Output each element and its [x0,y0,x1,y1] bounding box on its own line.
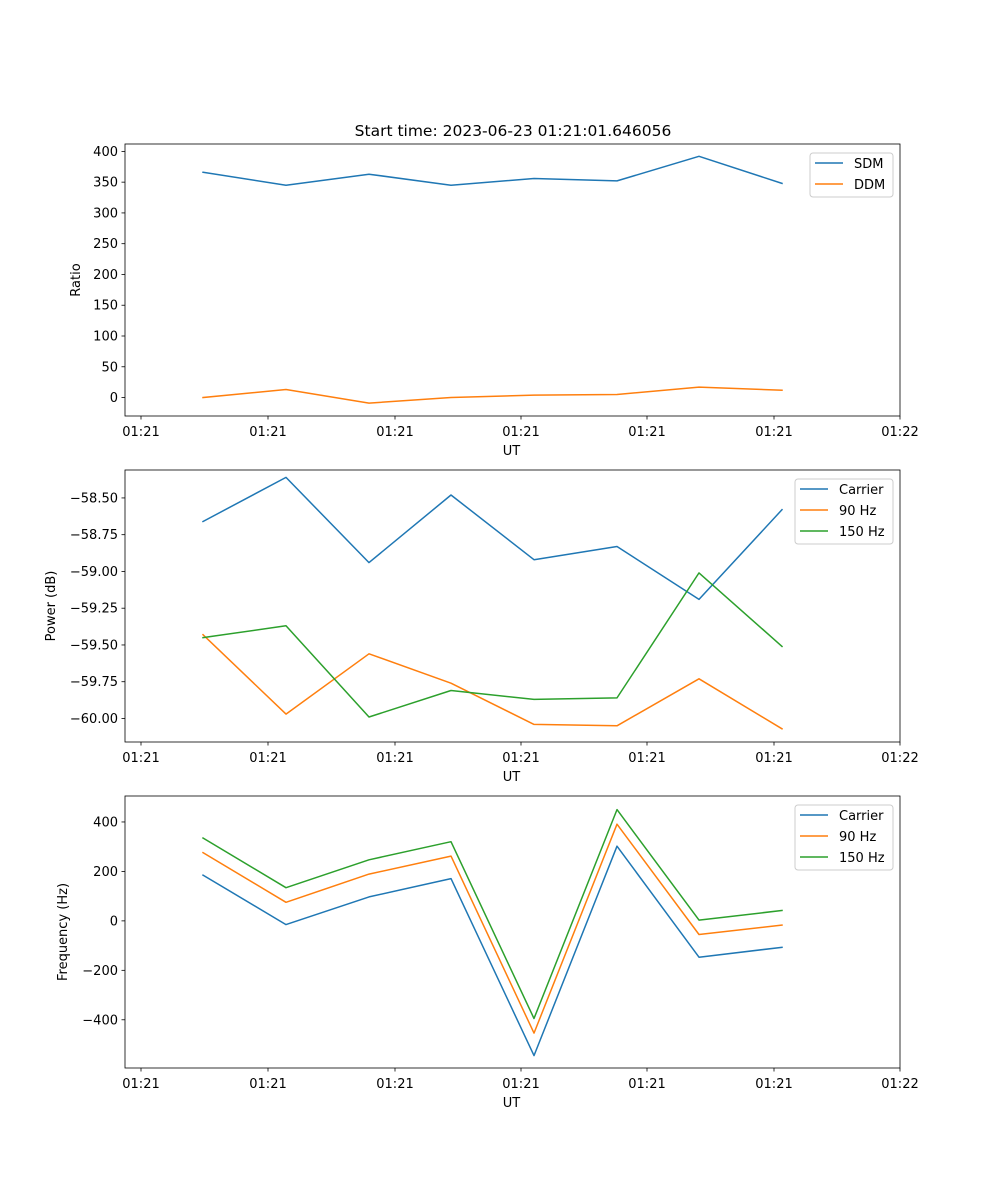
legend-box [794,804,894,871]
y-tick-label: −60.00 [70,712,118,727]
plot-frame [124,795,901,1069]
charts-container: 0 50 100 150 200 250 300 350 400 01:21 01:21 01:21 0… [44,143,919,1111]
y-axis-label: Frequency (Hz) [56,883,71,981]
y-tick-label: 200 [93,865,118,880]
x-tick-label: 01:22 [881,425,918,440]
y-tick-label: 400 [93,145,118,160]
x-axis-label: UT [503,444,521,459]
legend-label: 90 Hz [839,830,876,845]
x-tick-label: 01:21 [376,751,413,766]
x-axis-label: UT [503,1096,521,1111]
legend: Carrier 90 Hz 150 Hz [794,804,894,871]
legend: Carrier 90 Hz 150 Hz [794,478,894,545]
x-axis-label: UT [503,770,521,785]
series-line-sdm [202,155,783,186]
plot-frame [124,143,901,417]
y-tick-label: 0 [110,914,118,929]
legend-label: Carrier [839,483,884,498]
x-tick-label: 01:21 [755,425,792,440]
x-tick-label: 01:21 [502,1077,539,1092]
y-tick-label: 250 [93,237,118,252]
x-tick-label: 01:21 [122,751,159,766]
series-line-150-hz [201,808,783,1020]
y-tick-label: −59.50 [70,638,118,653]
series-line-150-hz [202,572,784,718]
series-line-90-hz [201,633,784,730]
legend-label: 150 Hz [839,525,885,540]
x-tick-label: 01:22 [881,1077,918,1092]
x-tick-label: 01:21 [249,751,286,766]
y-axis-label: Ratio [69,263,84,296]
y-tick-label: −400 [82,1013,118,1028]
x-tick-label: 01:22 [881,751,918,766]
x-tick-label: 01:21 [628,751,665,766]
y-tick-label: −200 [82,964,118,979]
series-line-carrier [201,845,783,1057]
legend-label: 90 Hz [839,504,876,519]
x-tick-label: 01:21 [249,425,286,440]
x-tick-label: 01:21 [755,1077,792,1092]
y-tick-label: −58.50 [70,491,118,506]
y-tick-label: 150 [93,299,118,314]
x-tick-label: 01:21 [755,751,792,766]
y-tick-label: −58.75 [70,528,118,543]
x-tick-label: 01:21 [122,425,159,440]
y-tick-label: −59.75 [70,675,118,690]
figure-title: Start time: 2023-06-23 01:21:01.646056 [355,122,672,140]
x-tick-label: 01:21 [249,1077,286,1092]
y-tick-label: −59.25 [70,602,118,617]
y-tick-label: 400 [93,815,118,830]
legend-box [809,152,894,198]
series-line-ddm [202,386,783,404]
legend-label: DDM [854,178,885,193]
x-tick-label: 01:21 [502,751,539,766]
x-tick-label: 01:21 [628,1077,665,1092]
y-tick-label: 300 [93,206,118,221]
legend-label: SDM [854,157,883,172]
y-tick-label: 50 [101,360,118,375]
subplot-2: −60.00 −59.75 −59.50 −59.25 −59.00 −58.75 −58.… [44,469,919,785]
subplot-1: 0 50 100 150 200 250 300 350 400 01:21 01:21 01:21 0… [69,143,919,459]
y-tick-label: −59.00 [70,565,118,580]
x-tick-label: 01:21 [628,425,665,440]
legend-label: Carrier [839,809,884,824]
x-tick-label: 01:21 [502,425,539,440]
y-tick-label: 0 [110,391,118,406]
y-tick-label: 350 [93,176,118,191]
subplot-3: −400 −200 0 200 400 01:21 01:21 01:21 01:21 01:21… [56,795,919,1111]
legend: SDM DDM [809,152,894,198]
y-tick-label: 100 [93,330,118,345]
series-line-90-hz [201,823,783,1034]
x-tick-label: 01:21 [122,1077,159,1092]
x-tick-label: 01:21 [376,425,413,440]
plot-frame [124,469,901,743]
x-tick-label: 01:21 [376,1077,413,1092]
series-line-carrier [201,476,784,601]
legend-box [794,478,894,545]
y-axis-label: Power (dB) [44,571,59,642]
legend-label: 150 Hz [839,851,885,866]
y-tick-label: 200 [93,268,118,283]
